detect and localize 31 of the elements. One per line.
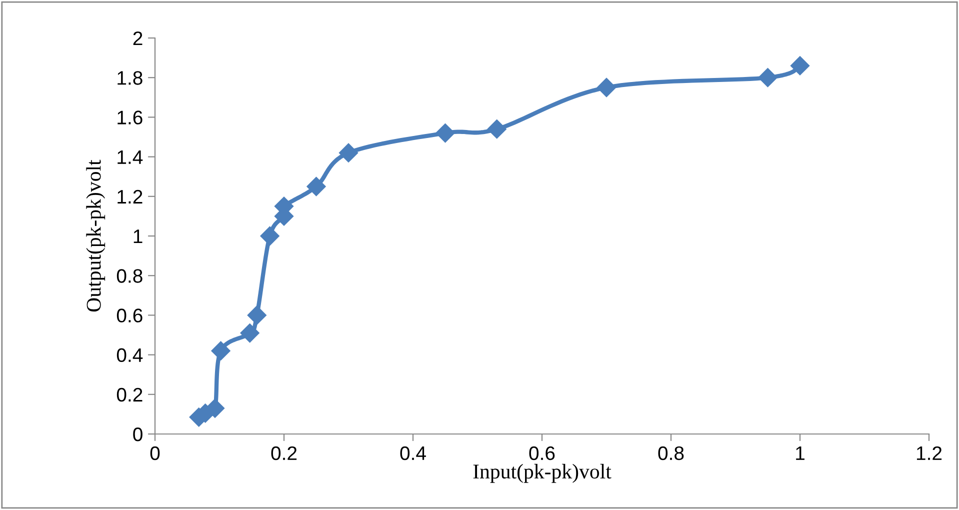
y-tick-label: 0.4	[116, 348, 143, 362]
y-tick-label: 1.2	[118, 190, 142, 204]
point	[260, 226, 280, 246]
x-tick-label: 1	[796, 446, 804, 460]
x-axis-title: Input(pk-pk)volt	[473, 464, 612, 483]
y-tick-label: 0.8	[116, 269, 142, 283]
x-tick-label: 0.6	[529, 446, 555, 460]
y-tick-label: 0	[133, 427, 142, 442]
y-tick-label: 0.2	[116, 388, 142, 402]
point	[487, 120, 506, 139]
point	[247, 306, 266, 325]
x-tick-label: 1.2	[916, 446, 942, 460]
point	[436, 124, 455, 143]
x-tick-label: 0	[150, 446, 160, 460]
y-tick-label: 0.6	[116, 308, 142, 322]
point	[306, 176, 326, 196]
y-tick-label: 2	[133, 31, 142, 46]
point	[758, 68, 778, 88]
y-tick-label: 1.8	[118, 71, 142, 85]
x-tick-label: 0.4	[400, 446, 426, 460]
point	[211, 341, 230, 360]
y-tick-label: 1.6	[118, 110, 142, 124]
point	[240, 323, 260, 343]
point	[790, 56, 810, 76]
point	[338, 143, 358, 162]
point	[596, 78, 616, 98]
y-tick-label: 1	[134, 230, 142, 244]
x-tick-label: 0.2	[271, 446, 297, 460]
y-axis-title: Output(pk-pk)volt	[86, 160, 106, 312]
x-tick-label: 0.8	[658, 446, 684, 460]
y-tick-label: 1.4	[118, 150, 143, 164]
